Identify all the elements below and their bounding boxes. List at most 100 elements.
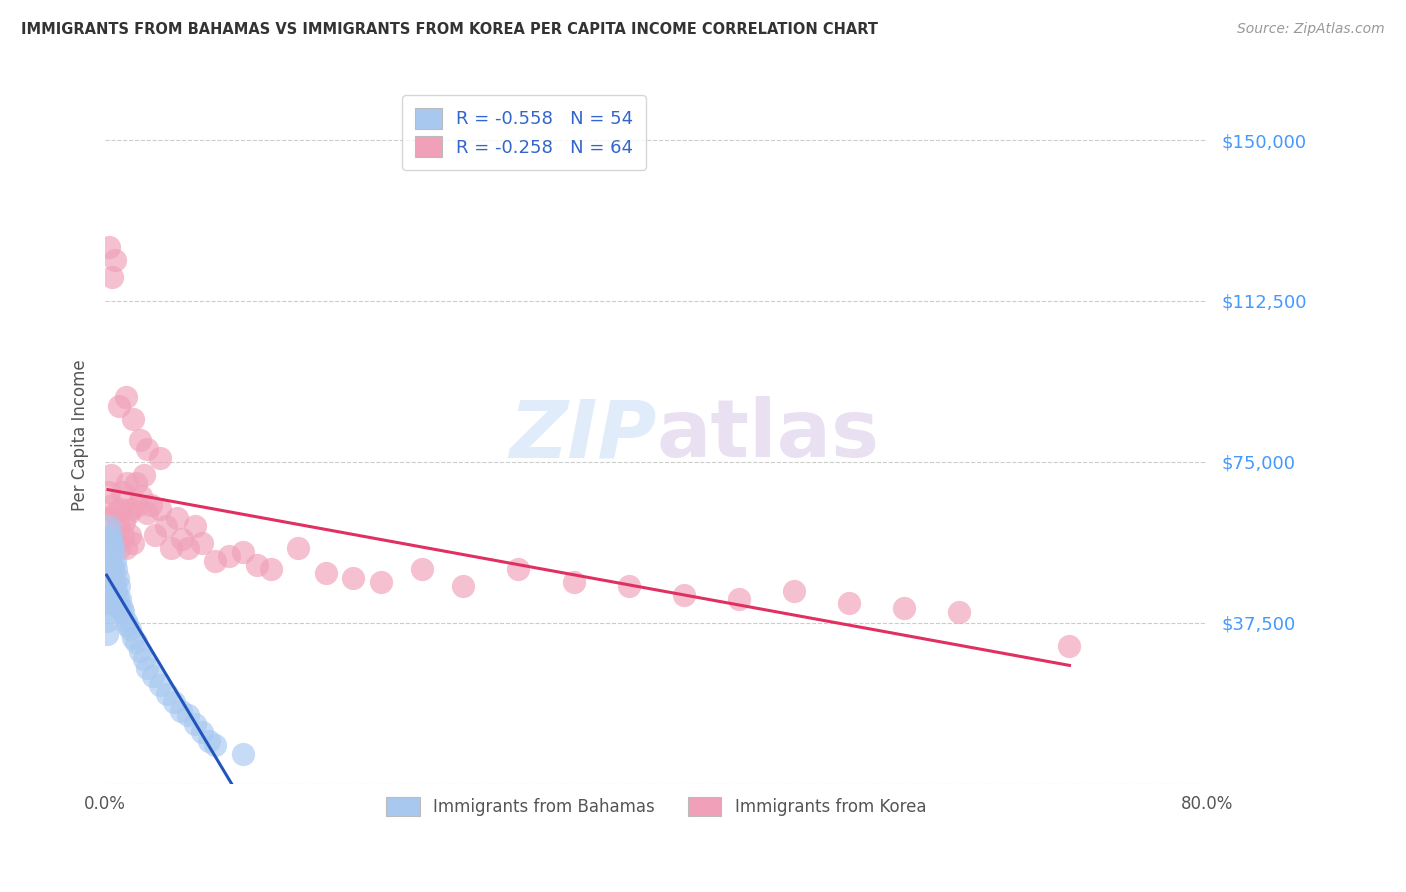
Point (411, 562, 433, 576)
Point (97, 541, 120, 555)
Point (104, 253, 127, 268)
Point (96, 597, 118, 611)
Point (142, 669, 165, 683)
Point (103, 541, 125, 555)
Point (143, 528, 166, 542)
Text: atlas: atlas (657, 396, 879, 474)
Point (204, 738, 226, 752)
Point (218, 549, 240, 564)
Point (508, 562, 530, 576)
Point (108, 600, 131, 615)
Point (370, 575, 392, 590)
Text: IMMIGRANTS FROM BAHAMAS VS IMMIGRANTS FROM KOREA PER CAPITA INCOME CORRELATION C: IMMIGRANTS FROM BAHAMAS VS IMMIGRANTS FR… (21, 22, 879, 37)
Point (246, 558, 269, 572)
Point (124, 476, 146, 491)
Point (103, 588, 125, 602)
Point (105, 532, 128, 546)
Point (342, 571, 364, 585)
Point (893, 600, 915, 615)
Point (98, 549, 121, 564)
Point (135, 442, 157, 456)
Point (135, 661, 157, 675)
Point (115, 541, 138, 555)
Point (100, 566, 122, 581)
Point (104, 575, 127, 590)
Point (232, 747, 254, 761)
Point (155, 519, 177, 533)
Point (120, 502, 142, 516)
Text: Source: ZipAtlas.com: Source: ZipAtlas.com (1237, 22, 1385, 37)
Point (101, 536, 124, 550)
Point (128, 434, 150, 448)
Point (103, 528, 125, 542)
Point (96, 626, 118, 640)
Point (115, 614, 138, 628)
Point (163, 695, 186, 709)
Point (98, 532, 121, 546)
Point (98, 484, 121, 499)
Point (190, 536, 212, 550)
Point (108, 579, 131, 593)
Point (111, 600, 134, 615)
Point (672, 588, 695, 602)
Point (184, 716, 207, 731)
Point (135, 507, 157, 521)
Point (105, 562, 128, 576)
Point (97, 571, 120, 585)
Point (149, 450, 172, 465)
Point (107, 519, 129, 533)
Point (129, 489, 152, 503)
Point (197, 734, 219, 748)
Point (184, 519, 207, 533)
Point (128, 643, 150, 657)
Point (110, 592, 132, 607)
Point (132, 467, 155, 482)
Point (124, 635, 146, 649)
Point (1059, 640, 1081, 654)
Point (100, 528, 122, 542)
Point (101, 575, 124, 590)
Point (115, 391, 138, 405)
Point (117, 476, 139, 491)
Point (100, 588, 122, 602)
Point (107, 571, 129, 585)
Point (204, 553, 226, 567)
Point (172, 532, 194, 546)
Point (118, 528, 141, 542)
Point (97, 605, 120, 619)
Point (121, 412, 143, 426)
Point (104, 553, 127, 567)
Point (127, 498, 149, 512)
Point (121, 631, 143, 645)
Point (107, 592, 129, 607)
Point (232, 545, 254, 559)
Point (114, 515, 136, 529)
Point (156, 687, 179, 701)
Point (101, 558, 124, 572)
Point (617, 579, 640, 593)
Point (160, 541, 183, 555)
Point (112, 605, 135, 619)
Point (177, 708, 200, 723)
Point (838, 597, 860, 611)
Point (103, 562, 125, 576)
Point (453, 579, 475, 593)
Point (132, 652, 155, 666)
Point (117, 618, 139, 632)
Point (139, 498, 162, 512)
Point (117, 507, 139, 521)
Legend: Immigrants from Bahamas, Immigrants from Korea: Immigrants from Bahamas, Immigrants from… (378, 789, 935, 824)
Point (101, 597, 124, 611)
Point (100, 467, 122, 482)
Point (166, 510, 188, 524)
Point (177, 541, 200, 555)
Point (287, 541, 309, 555)
Point (562, 575, 585, 590)
Point (121, 536, 143, 550)
Point (98, 592, 121, 607)
Point (105, 583, 128, 598)
Point (112, 528, 135, 542)
Y-axis label: Per Capita Income: Per Capita Income (72, 359, 89, 511)
Point (96, 614, 118, 628)
Point (98, 519, 121, 533)
